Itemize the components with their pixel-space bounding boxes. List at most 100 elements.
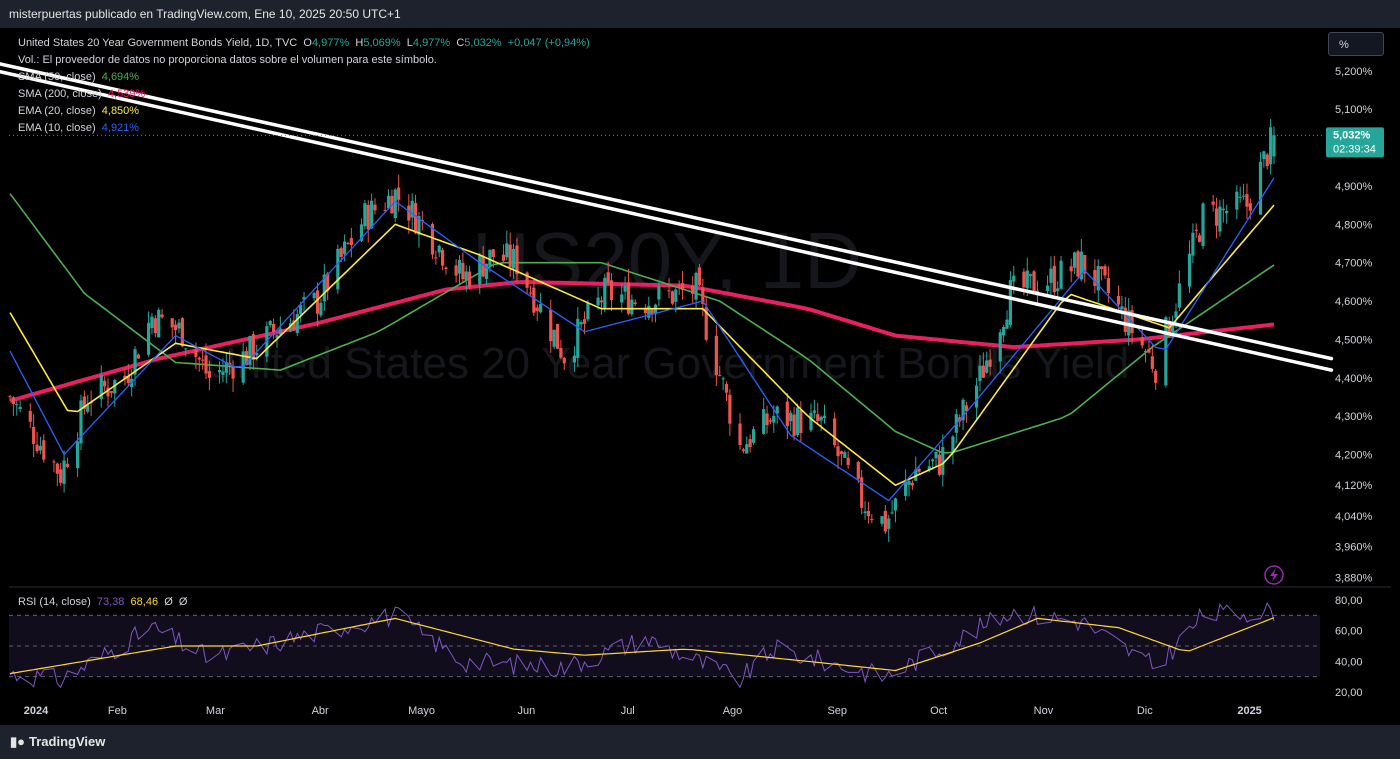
candle-body (11, 397, 15, 405)
candle-body (75, 441, 80, 469)
candle-body (738, 423, 742, 446)
candle-body (440, 249, 445, 266)
candle-body (366, 204, 370, 230)
candle-body (890, 512, 894, 514)
candle-body (809, 412, 813, 431)
candle-body (207, 371, 212, 378)
candle-body (383, 210, 387, 212)
time-tick-1: Feb (108, 705, 127, 717)
candle-body (1100, 266, 1104, 270)
ema20-legend[interactable]: EMA (20, close) 4,850% (18, 103, 590, 120)
candle-body (1265, 154, 1269, 167)
candle-body (244, 351, 249, 366)
candle-body (609, 280, 614, 301)
candle-body (1008, 280, 1012, 325)
candle-body (1211, 201, 1215, 205)
rsi-axis[interactable]: 80,00 60,00 40,00 20,00 (1335, 595, 1363, 699)
candle-body (315, 290, 320, 314)
candle-body (883, 510, 887, 532)
main-legend: United States 20 Year Government Bonds Y… (18, 35, 590, 137)
ema10-legend[interactable]: EMA (10, close) 4,921% (18, 120, 590, 137)
candle-body (326, 273, 330, 291)
price-tick-11: 4,040% (1335, 511, 1373, 523)
candle-body (745, 444, 749, 454)
candle-body (170, 318, 174, 328)
candle-body (1245, 194, 1249, 207)
time-tick-9: Oct (930, 705, 947, 717)
time-tick-6: Jul (621, 705, 635, 717)
time-tick-7: Ago (723, 705, 743, 717)
price-tick-10: 4,120% (1335, 480, 1373, 492)
candle-body (751, 429, 756, 443)
candle-body (157, 309, 161, 338)
rsi-line (9, 601, 1275, 689)
close-value: 5,032% (464, 37, 502, 49)
candle-body (846, 457, 850, 465)
candle-body (1116, 296, 1121, 305)
ema10-line (9, 177, 1275, 502)
candle-body (336, 248, 340, 290)
price-tick-1: 5,100% (1335, 104, 1373, 116)
candle-body (1238, 196, 1242, 198)
sma50-legend[interactable]: SMA (50, close) 4,694% (18, 69, 590, 86)
candle-body (1269, 127, 1273, 165)
bar-countdown: 02:39:34 (1333, 143, 1376, 155)
candle-body (988, 359, 992, 367)
candle-body (1025, 270, 1029, 289)
last-price-badge: 5,032% 02:39:34 (9, 127, 1384, 158)
candle-body (410, 200, 414, 218)
candle-body (633, 302, 637, 304)
candle-body (863, 511, 867, 514)
candle-body (1198, 235, 1202, 242)
candle-body (1056, 288, 1060, 292)
sma200-legend[interactable]: SMA (200, close) 4,539% (18, 86, 590, 103)
chart-frame[interactable] (9, 28, 1391, 725)
candle-body (981, 365, 985, 378)
ema20-value: 4,850% (101, 105, 140, 117)
low-value: 4,977% (412, 37, 451, 49)
last-price-value: 5,032% (1333, 129, 1371, 141)
candle-body (694, 273, 698, 300)
candle-body (816, 414, 820, 422)
candle-body (508, 244, 512, 268)
candle-body (812, 410, 816, 413)
sma200-value: 4,539% (107, 88, 146, 100)
time-tick-8: Sep (827, 705, 847, 717)
candle-body (562, 357, 566, 364)
symbol-title[interactable]: United States 20 Year Government Bonds Y… (18, 37, 298, 49)
candle-body (272, 323, 276, 333)
candle-body (741, 449, 745, 451)
candle-body (417, 215, 421, 235)
rsi-extra-1: Ø (164, 596, 173, 608)
publisher-bar: misterpuertas publicado en TradingView.c… (0, 0, 1400, 28)
sma200-label: SMA (200, close) (18, 88, 102, 100)
time-tick-11: Dic (1137, 705, 1153, 717)
candle-body (126, 375, 130, 384)
candle-body (985, 360, 989, 373)
candle-body (748, 439, 752, 448)
ema20-label: EMA (20, close) (18, 105, 96, 117)
candle-body (1106, 278, 1110, 293)
trendlines[interactable] (0, 62, 1334, 372)
candle-body (1029, 274, 1033, 276)
ema10-path (9, 177, 1275, 502)
candle-body (866, 510, 871, 517)
candle-body (255, 352, 259, 356)
price-axis[interactable]: 5,200% 5,100% 4,900% 4,800% 4,700% 4,600% 4,50… (1335, 66, 1373, 584)
candle-body (177, 322, 181, 329)
candle-body (204, 355, 208, 374)
percent-scale-button[interactable]: % (1328, 32, 1384, 56)
alert-icon[interactable] (1264, 565, 1284, 585)
time-axis[interactable]: 2024 Feb Mar Abr Mayo Jun Jul Ago Sep Oct Nov Dic 20… (24, 705, 1262, 717)
candle-body (721, 378, 725, 380)
rsi-legend[interactable]: RSI (14, close) 73,38 68,46 Ø Ø (18, 596, 187, 608)
candle-body (430, 223, 435, 255)
candle-body (397, 187, 401, 200)
tradingview-logo[interactable]: ▮● TradingView (10, 734, 105, 750)
candle-body (1052, 265, 1056, 293)
candle-body (1076, 251, 1080, 277)
candle-body (1177, 283, 1181, 308)
candle-body (55, 463, 59, 474)
candle-body (1123, 307, 1127, 333)
